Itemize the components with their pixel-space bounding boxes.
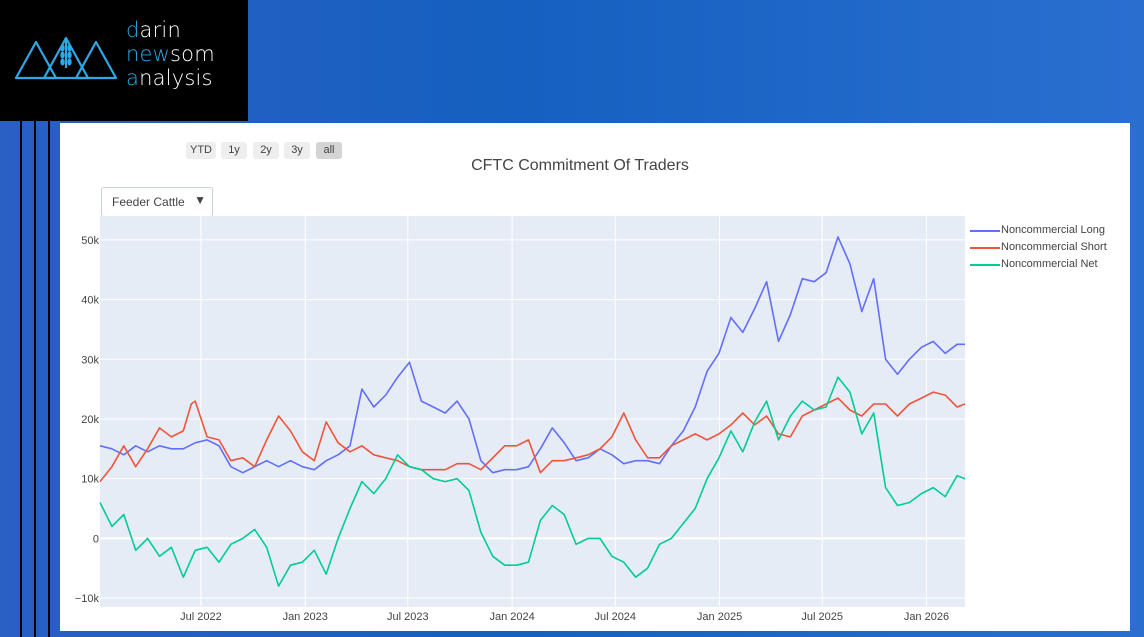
divider — [48, 121, 50, 637]
line-chart: Jul 2022 Jan 2023 Jul 2023 Jan 2024 Jul 2024… — [75, 216, 966, 623]
legend-label: Noncommercial Short — [1001, 241, 1107, 253]
range-button-1y[interactable]: 1y — [221, 142, 247, 159]
chart-title: CFTC Commitment Of Traders — [471, 157, 689, 174]
series-line-net — [99, 376, 966, 587]
x-tick-label: Jan 2026 — [904, 611, 949, 623]
legend-swatch — [970, 264, 1000, 266]
plot-area — [100, 216, 965, 607]
x-tick-label: Jul 2025 — [801, 611, 843, 623]
series-line-short — [99, 391, 966, 483]
y-tick-label: 40k — [81, 295, 99, 307]
divider — [34, 121, 36, 637]
x-tick-label: Jul 2022 — [180, 611, 222, 623]
left-decoration — [0, 121, 60, 637]
legend-swatch — [970, 230, 1000, 232]
y-tick-label: −10k — [75, 593, 100, 605]
chart-panel: YTD 1y 2y 3y all CFTC Commitment Of Traders … — [60, 123, 1130, 631]
range-button-2y[interactable]: 2y — [253, 142, 279, 159]
triangle-down-icon: ▼ — [194, 193, 206, 207]
brand-logo: darin newsom analysis — [0, 0, 248, 121]
legend-label: Noncommercial Net — [1001, 258, 1098, 270]
x-tick-label: Jul 2023 — [387, 611, 429, 623]
y-tick-label: 50k — [81, 235, 99, 247]
range-button-all[interactable]: all — [316, 142, 342, 159]
legend-label: Noncommercial Long — [1001, 224, 1105, 236]
y-tick-label: 10k — [81, 474, 99, 486]
dropdown-value: Feeder Cattle — [112, 195, 185, 209]
x-tick-label: Jan 2024 — [489, 611, 534, 623]
brand-wordmark: darin newsom analysis — [126, 18, 215, 90]
x-tick-label: Jul 2024 — [594, 611, 636, 623]
x-tick-label: Jan 2025 — [697, 611, 742, 623]
range-button-3y[interactable]: 3y — [284, 142, 310, 159]
commodity-dropdown[interactable]: Feeder Cattle ▼ — [101, 187, 213, 217]
y-tick-label: 0 — [93, 533, 99, 545]
legend-swatch — [970, 247, 1000, 249]
y-tick-label: 20k — [81, 414, 99, 426]
mountain-logo-icon — [14, 36, 118, 80]
y-tick-label: 30k — [81, 354, 99, 366]
x-tick-label: Jan 2023 — [283, 611, 328, 623]
range-button-ytd[interactable]: YTD — [186, 142, 216, 159]
divider — [20, 121, 22, 637]
